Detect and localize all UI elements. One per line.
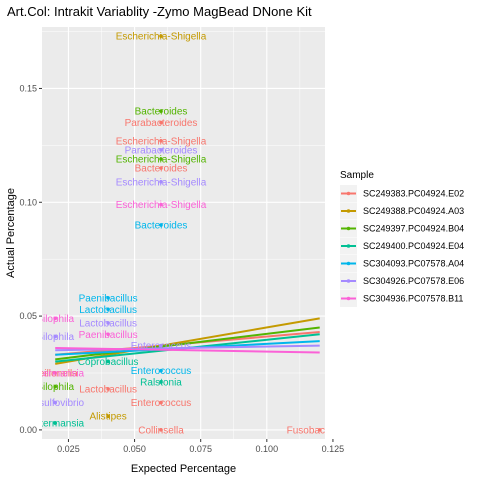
point-label: Ralstonia — [140, 378, 182, 389]
x-tick-label: 0.075 — [189, 444, 212, 454]
point-label: Lactobacillus — [79, 318, 137, 329]
legend-item: SC249388.PC04924.A03 — [340, 203, 464, 220]
legend-item: SC249397.PC04924.B04 — [340, 220, 464, 237]
legend-item: SC249383.PC04924.E02 — [340, 185, 464, 202]
legend-key-point — [347, 262, 351, 266]
point-label: Escherichia-Shigella — [116, 32, 207, 43]
y-tick-label: 0.00 — [19, 425, 37, 435]
point-label: Paenibacillus — [79, 330, 138, 341]
legend-label: SC249388.PC04924.A03 — [363, 206, 464, 216]
legend-key-point — [347, 227, 351, 231]
point-label: Akkermansia — [26, 368, 84, 379]
y-tick-label: 0.05 — [19, 311, 37, 321]
legend-item: SC249400.PC04924.E04 — [340, 238, 464, 255]
legend-label: SC304936.PC07578.B11 — [363, 294, 463, 304]
legend-label: SC304093.PC07578.A04 — [363, 259, 464, 269]
legend-key-point — [347, 192, 351, 196]
point-label: Lactobacillus — [79, 384, 137, 395]
x-axis-label: Expected Percentage — [131, 463, 236, 475]
legend-label: SC249400.PC04924.E04 — [363, 241, 464, 251]
y-axis-ticks: 0.00 0.05 0.10 0.15 — [19, 83, 42, 434]
legend-key-point — [347, 209, 351, 213]
point-label: Collinsella — [138, 425, 184, 436]
point-label: Bilophila — [36, 332, 74, 343]
point-label: Bacteroides — [135, 107, 188, 118]
legend-item: SC304093.PC07578.A04 — [340, 255, 464, 272]
point-label: Bacteroides — [135, 221, 188, 232]
point-label: Enterococcus — [131, 341, 192, 352]
point-label: Parabacteroides — [125, 118, 198, 129]
legend-label: SC304926.PC07578.E06 — [363, 276, 464, 286]
point-label: Alistipes — [89, 412, 126, 423]
legend: Sample SC249383.PC04924.E02 SC249388.PC04… — [340, 170, 464, 307]
legend-key-point — [347, 244, 351, 248]
point-label: Desulfovibrio — [26, 398, 84, 409]
legend-label: SC249383.PC04924.E02 — [363, 189, 464, 199]
legend-key-point — [347, 297, 351, 301]
x-tick-label: 0.050 — [123, 444, 146, 454]
legend-title: Sample — [340, 170, 374, 181]
legend-item: SC304926.PC07578.E06 — [340, 273, 464, 290]
x-tick-label: 0.025 — [57, 444, 80, 454]
x-tick-label: 0.125 — [322, 444, 345, 454]
point-label: Escherichia-Shigella — [116, 177, 207, 188]
point-label: Parabacteroides — [125, 145, 198, 156]
y-axis-label: Actual Percentage — [5, 188, 17, 278]
legend-key-point — [347, 279, 351, 283]
legend-label: SC249397.PC04924.B04 — [363, 224, 464, 234]
point-label: Enterococcus — [131, 366, 192, 377]
y-tick-label: 0.10 — [19, 197, 37, 207]
chart-title: Art.Col: Intrakit Variablity -Zymo MagBe… — [7, 4, 312, 19]
point-label: Paenibacillus — [79, 293, 138, 304]
x-tick-label: 0.100 — [256, 444, 279, 454]
point-label: Fusobacterium — [287, 425, 353, 436]
point-label: Lactobacillus — [79, 305, 137, 316]
point-label: Escherichia-Shigella — [116, 200, 207, 211]
point-label: Enterococcus — [131, 398, 192, 409]
point-label: Coprobacillus — [78, 357, 139, 368]
x-axis-ticks: 0.025 0.050 0.075 0.100 0.125 — [57, 439, 344, 454]
point-label: Bilophila — [36, 314, 74, 325]
point-label: Bilophila — [36, 382, 74, 393]
legend-item: SC304936.PC07578.B11 — [340, 290, 463, 307]
y-tick-label: 0.15 — [19, 83, 37, 93]
